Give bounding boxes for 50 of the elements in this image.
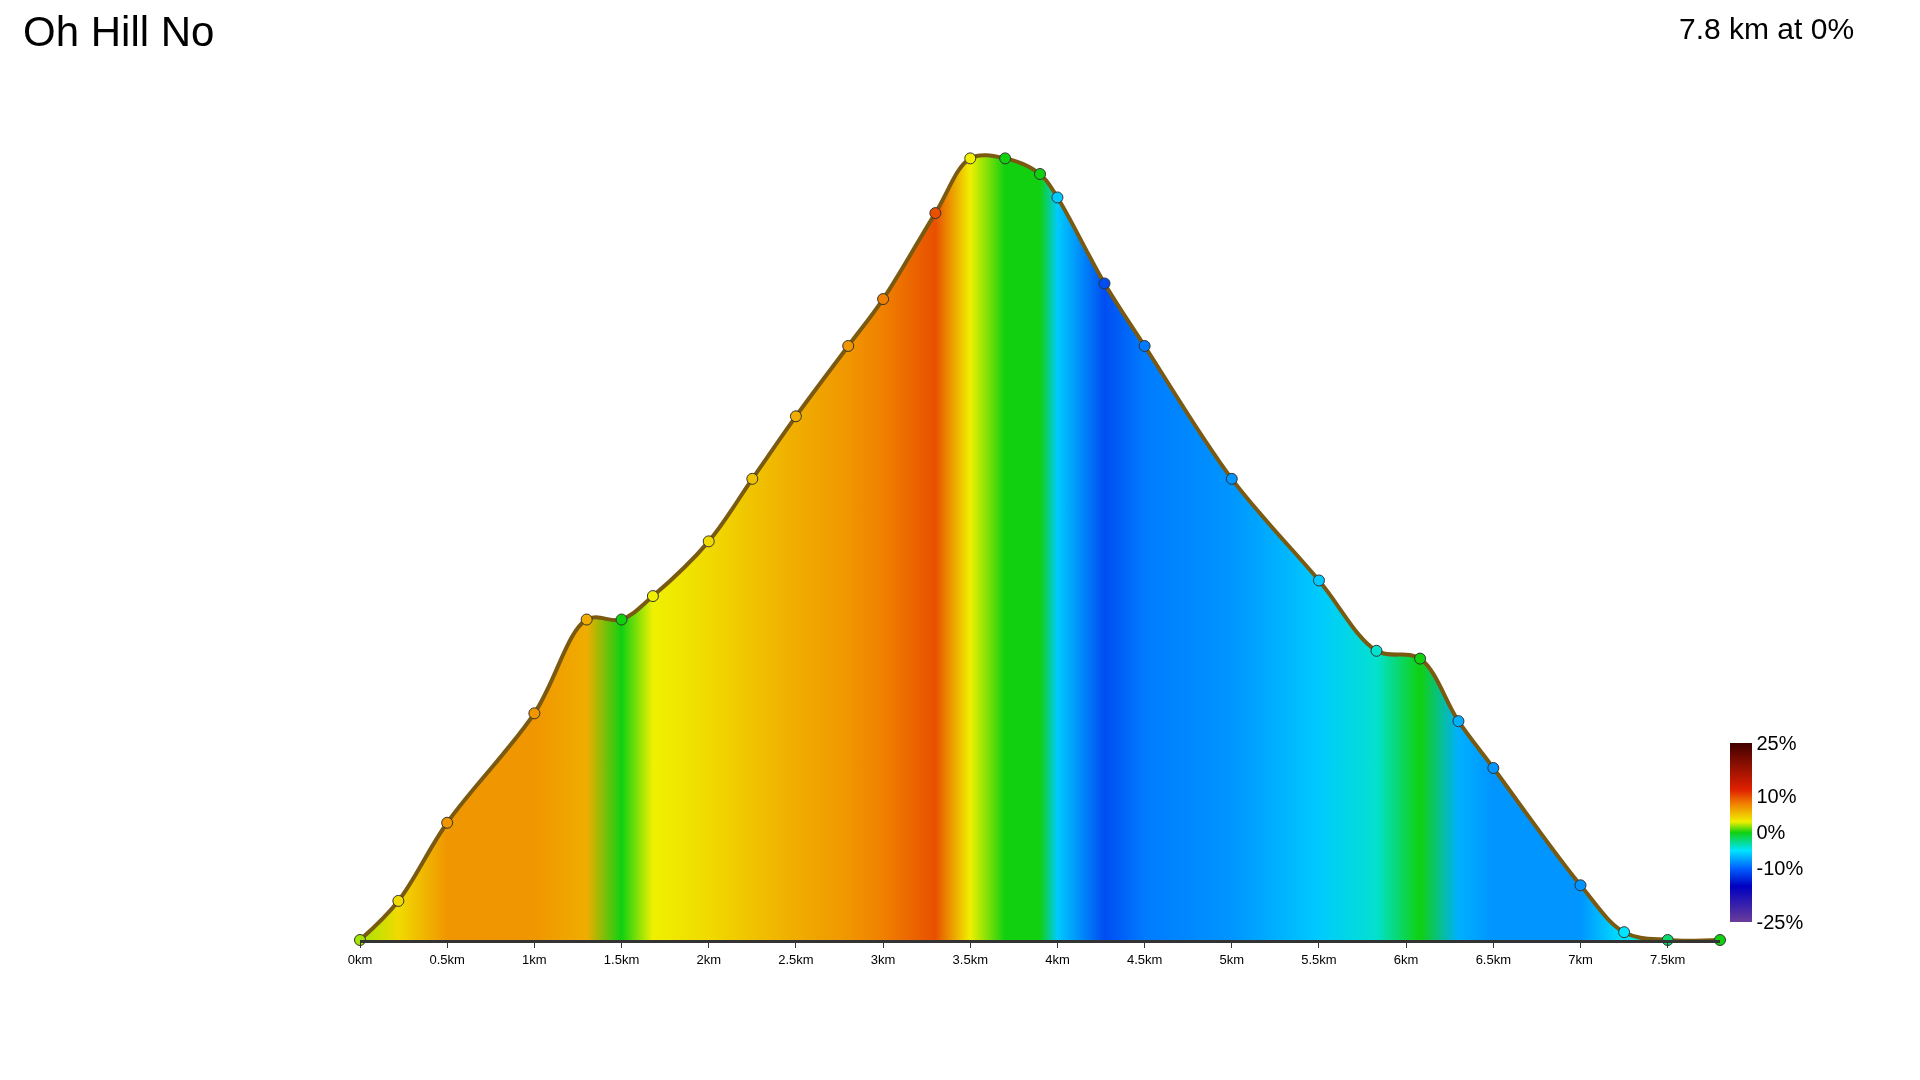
x-tick-label: 6.5km bbox=[1475, 951, 1512, 967]
point bbox=[746, 472, 759, 485]
point bbox=[1138, 339, 1151, 352]
chart-title: Oh Hill No bbox=[23, 7, 215, 55]
x-tick-label: 3km bbox=[870, 951, 896, 967]
point bbox=[392, 894, 405, 907]
x-tick-label: 7.5km bbox=[1649, 951, 1686, 967]
x-tick-label: 0km bbox=[347, 951, 373, 967]
x-tick-label: 2km bbox=[696, 951, 721, 967]
point bbox=[1574, 879, 1587, 892]
color-bar-label: -25% bbox=[1756, 910, 1804, 933]
point bbox=[1487, 762, 1500, 775]
point bbox=[929, 207, 942, 220]
color-bar-label: -10% bbox=[1756, 857, 1804, 879]
point bbox=[1370, 644, 1383, 657]
point bbox=[615, 613, 628, 626]
x-tick-label: 7km bbox=[1568, 951, 1593, 967]
x-tick-label: 2.5km bbox=[778, 951, 814, 967]
x-tick-label: 1km bbox=[522, 951, 547, 967]
point bbox=[580, 613, 593, 626]
point bbox=[964, 152, 977, 165]
point bbox=[842, 339, 855, 352]
x-tick-label: 0.5km bbox=[429, 951, 465, 967]
point bbox=[528, 707, 541, 720]
x-tick-label: 5km bbox=[1219, 951, 1245, 967]
point bbox=[1051, 191, 1064, 204]
point bbox=[1225, 472, 1238, 485]
point bbox=[1452, 715, 1465, 728]
color-bar-label: 0% bbox=[1756, 821, 1786, 844]
point bbox=[441, 816, 454, 829]
point bbox=[646, 590, 659, 603]
point bbox=[999, 152, 1012, 165]
point bbox=[1714, 934, 1726, 946]
point bbox=[1034, 168, 1046, 181]
color-bar-label: 25% bbox=[1756, 731, 1797, 754]
x-tick-label: 5.5km bbox=[1301, 951, 1337, 967]
color-bar-label: 10% bbox=[1756, 785, 1797, 808]
point bbox=[789, 410, 802, 423]
point bbox=[702, 535, 715, 548]
point bbox=[1618, 926, 1631, 939]
point bbox=[1312, 574, 1325, 587]
x-tick-label: 1.5km bbox=[603, 951, 640, 967]
point bbox=[877, 293, 890, 306]
point bbox=[1414, 652, 1427, 665]
x-tick-label: 4km bbox=[1045, 951, 1070, 967]
point bbox=[1098, 277, 1111, 290]
x-tick-label: 6km bbox=[1393, 951, 1419, 967]
x-tick-label: 3.5km bbox=[952, 951, 988, 967]
chart-subtitle: 7.8 km at 0% bbox=[1679, 12, 1855, 45]
x-tick-label: 4.5km bbox=[1126, 951, 1163, 967]
